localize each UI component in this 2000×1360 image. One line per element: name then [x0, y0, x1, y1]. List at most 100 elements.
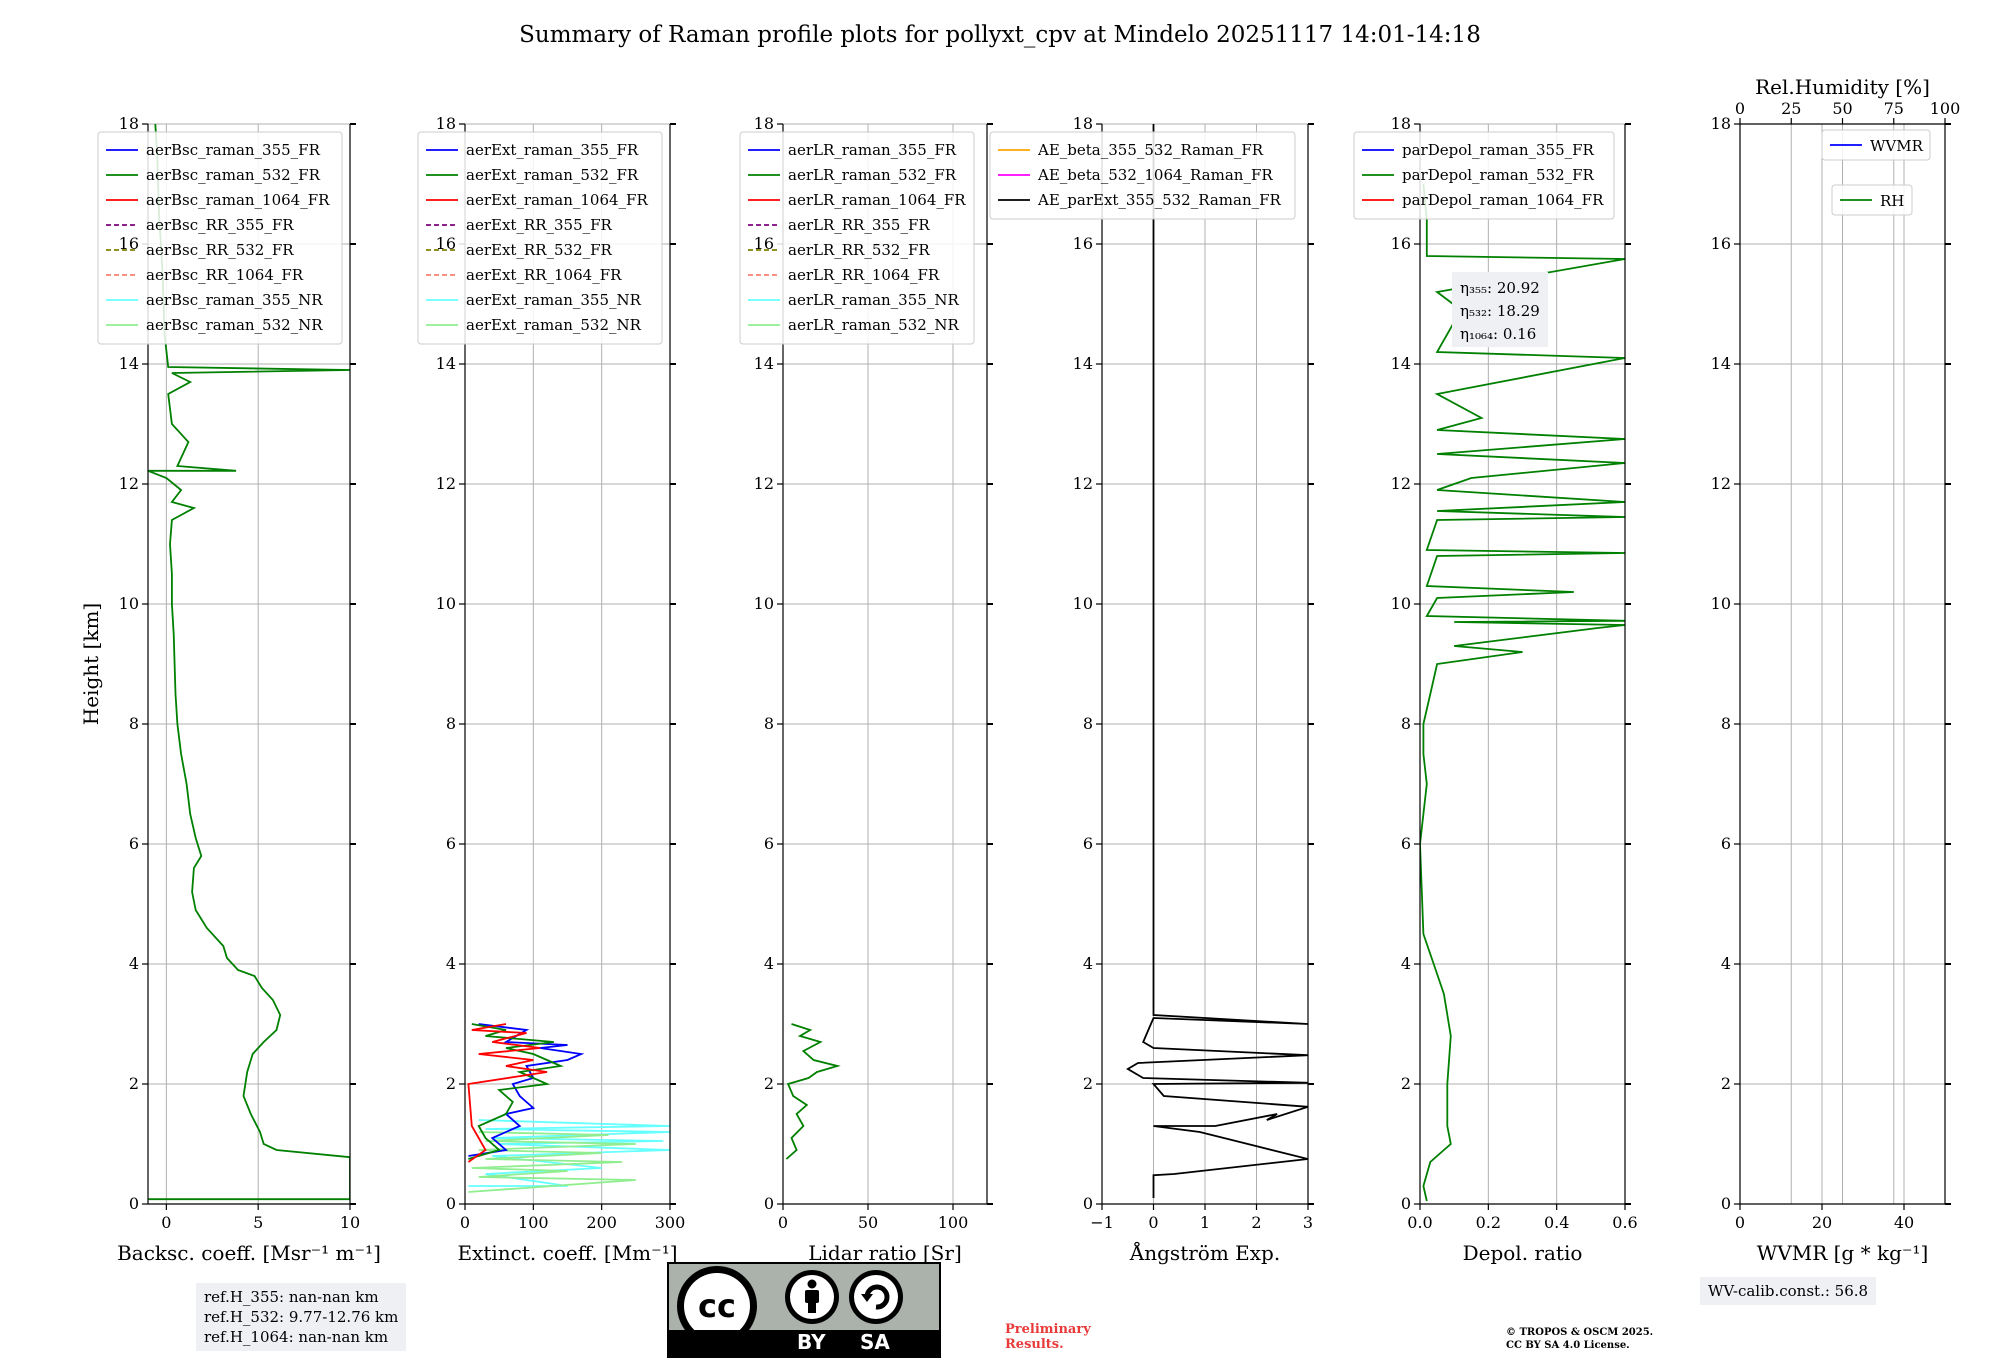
panel-1-ytick-label-3: 6 [129, 834, 139, 853]
copyright-note: © TROPOS & OSCM 2025. CC BY SA 4.0 Licen… [1506, 1326, 1653, 1352]
panel-3-ytick-label-8: 16 [754, 234, 774, 253]
panel-1-legend-label-4: aerBsc_RR_532_FR [146, 241, 294, 259]
panel-4-ytick-label-3: 6 [1083, 834, 1093, 853]
panel-1-legend-label-1: aerBsc_raman_532_FR [146, 166, 321, 184]
panel-2-ytick-label-5: 10 [436, 594, 456, 613]
panel-5-ytick-label-7: 14 [1391, 354, 1411, 373]
panel-2-legend-label-2: aerExt_raman_1064_FR [466, 191, 648, 209]
panel-2-ytick-label-0: 0 [446, 1194, 456, 1213]
panel-4-xlabel: Ångström Exp. [1129, 1240, 1280, 1265]
panel-6-top-tick-label-2: 50 [1832, 99, 1852, 118]
panel-1-ytick-label-8: 16 [119, 234, 139, 253]
cc-sa-label: SA [860, 1330, 890, 1354]
panel-3-series-aerLR_raman_532_FR [785, 1023, 841, 1160]
panel-4-ytick-label-0: 0 [1083, 1194, 1093, 1213]
panel-6-top-tick-label-0: 0 [1735, 99, 1745, 118]
panel-4-legend-label-2: AE_parExt_355_532_Raman_FR [1037, 191, 1282, 209]
panel-6-ytick-label-3: 6 [1721, 834, 1731, 853]
panel-5-ytick-label-9: 18 [1391, 114, 1411, 133]
panel-3-ytick-label-1: 2 [764, 1074, 774, 1093]
panel-2-legend-box [417, 131, 663, 345]
panel-6-ytick-label-8: 16 [1711, 234, 1731, 253]
panel-3-ytick-label-2: 4 [764, 954, 774, 973]
panel-5-legend-box [1353, 131, 1615, 220]
panel-5-ytick-label-4: 8 [1401, 714, 1411, 733]
panel-5-xtick-label-1: 0.2 [1476, 1213, 1501, 1232]
panel-6-ytick-label-2: 4 [1721, 954, 1731, 973]
panel-1-legend-label-7: aerBsc_raman_532_NR [146, 316, 323, 334]
panel-5-ytick-label-2: 4 [1401, 954, 1411, 973]
panel-1-ytick-label-4: 8 [129, 714, 139, 733]
panel-6-ytick-label-9: 18 [1711, 114, 1731, 133]
panel-3 [739, 123, 993, 1210]
panel-3-legend-label-6: aerLR_raman_355_NR [788, 291, 959, 309]
panel-1-ytick-label-1: 2 [129, 1074, 139, 1093]
panel-1-legend-label-6: aerBsc_raman_355_NR [146, 291, 323, 309]
panel-2-xtick-label-1: 100 [518, 1213, 549, 1232]
panel-1-ytick-label-5: 10 [119, 594, 139, 613]
panel-5-eta-1: η₅₃₂: 18.29 [1460, 302, 1540, 320]
panel-6-top-xlabel: Rel.Humidity [%] [1755, 75, 1930, 99]
panel-6-ytick-label-5: 10 [1711, 594, 1731, 613]
panel-5-legend-label-1: parDepol_raman_532_FR [1402, 166, 1595, 184]
panel-2-ytick-label-6: 12 [436, 474, 456, 493]
panel-6-xlabel: WVMR [g * kg⁻¹] [1757, 1241, 1929, 1265]
cc-badge-bottom-bar [669, 1330, 939, 1356]
panel-2-legend-label-7: aerExt_raman_532_NR [466, 316, 642, 334]
panel-5-xtick-label-2: 0.4 [1544, 1213, 1569, 1232]
panel-3-xtick-label-2: 100 [938, 1213, 969, 1232]
panel-5-ytick-label-3: 6 [1401, 834, 1411, 853]
panel-2-ytick-label-1: 2 [446, 1074, 456, 1093]
panel-5-xtick-label-3: 0.6 [1612, 1213, 1637, 1232]
panel-3-legend-box [739, 131, 975, 345]
panel-1-legend-label-5: aerBsc_RR_1064_FR [146, 266, 304, 284]
panel-4-xtick-label-3: 2 [1251, 1213, 1261, 1232]
panel-6-legend-label-1: RH [1880, 192, 1904, 210]
panel-3-xtick-label-0: 0 [778, 1213, 788, 1232]
panel-1-ytick-label-9: 18 [119, 114, 139, 133]
panel-6-ytick-label-4: 8 [1721, 714, 1731, 733]
panel-4-xtick-label-0: −1 [1090, 1213, 1114, 1232]
panel-1-ytick-label-7: 14 [119, 354, 139, 373]
panel-4-ytick-label-5: 10 [1073, 594, 1093, 613]
panel-1-ytick-label-0: 0 [129, 1194, 139, 1213]
panel-3-ytick-label-3: 6 [764, 834, 774, 853]
ref-h-532: ref.H_532: 9.77-12.76 km [204, 1308, 399, 1326]
panel-4-ytick-label-2: 4 [1083, 954, 1093, 973]
panel-1-xtick-label-2: 10 [340, 1213, 360, 1232]
panel-6-legend-box-0 [1821, 129, 1931, 161]
panel-5-legend-label-0: parDepol_raman_355_FR [1402, 141, 1595, 159]
reference-height-box: ref.H_355: nan-nan km ref.H_532: 9.77-12… [196, 1283, 407, 1351]
panel-2-series-aerExt_raman_1064_FR [467, 1023, 548, 1163]
panel-5 [1353, 123, 1631, 1210]
panel-2 [417, 123, 676, 1210]
preliminary-line-1: Preliminary [1005, 1322, 1091, 1337]
panel-1-xtick-label-0: 0 [161, 1213, 171, 1232]
panel-3-ytick-label-7: 14 [754, 354, 774, 373]
panel-2-ytick-label-9: 18 [436, 114, 456, 133]
panel-2-legend-label-6: aerExt_raman_355_NR [466, 291, 642, 309]
panel-2-ytick-label-2: 4 [446, 954, 456, 973]
panel-5-series-parDepol_raman_532_FR [1420, 183, 1625, 1202]
panel-3-legend-label-7: aerLR_raman_532_NR [788, 316, 959, 334]
panel-2-xtick-label-2: 200 [586, 1213, 617, 1232]
panel-1 [97, 123, 356, 1210]
cc-badge-graphic: cc [677, 1266, 903, 1346]
panel-1-series-aerBsc_raman_532_FR [148, 124, 350, 1201]
panel-1-ytick-label-6: 12 [119, 474, 139, 493]
panel-4-legend-label-0: AE_beta_355_532_Raman_FR [1037, 141, 1264, 159]
panel-6 [1734, 118, 1951, 1210]
panel-1-legend-label-3: aerBsc_RR_355_FR [146, 216, 294, 234]
panel-5-ytick-label-0: 0 [1401, 1194, 1411, 1213]
cc-by-label: BY [797, 1330, 826, 1354]
panel-2-ytick-label-3: 6 [446, 834, 456, 853]
panel-1-xlabel: Backsc. coeff. [Msr⁻¹ m⁻¹] [117, 1241, 381, 1265]
panel-6-ytick-label-6: 12 [1711, 474, 1731, 493]
panel-4-ytick-label-8: 16 [1073, 234, 1093, 253]
panel-5-ytick-label-5: 10 [1391, 594, 1411, 613]
svg-text:cc: cc [698, 1287, 736, 1325]
panel-2-xtick-label-0: 0 [460, 1213, 470, 1232]
panel-6-ytick-label-1: 2 [1721, 1074, 1731, 1093]
panel-6-xtick-label-0: 0 [1735, 1213, 1745, 1232]
panel-1-legend-label-2: aerBsc_raman_1064_FR [146, 191, 330, 209]
